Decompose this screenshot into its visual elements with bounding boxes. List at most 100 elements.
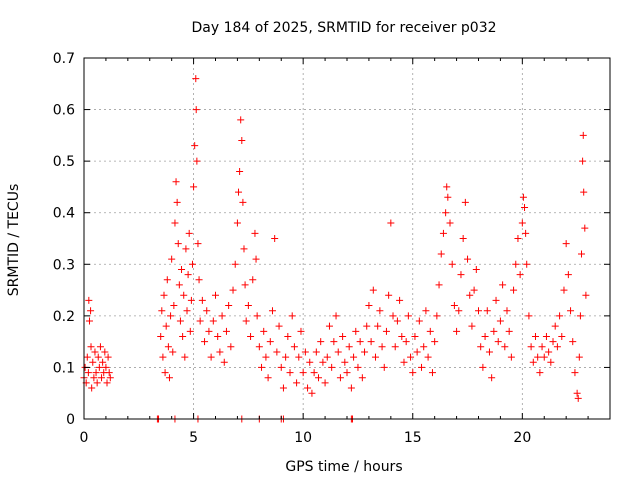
data-point [470,286,478,294]
data-point [551,322,559,330]
data-point [102,363,110,371]
data-point [426,327,434,335]
x-tick-label: 5 [189,430,198,446]
data-points [80,75,590,423]
data-point [85,317,93,325]
data-point [466,291,474,299]
data-point [330,338,338,346]
data-point [260,327,268,335]
data-point [396,296,404,304]
data-point [505,327,513,335]
data-point [431,338,439,346]
data-point [376,307,384,315]
data-point [174,240,182,248]
data-point [446,219,454,227]
data-point [172,178,180,186]
data-point [271,235,279,242]
data-point [365,302,373,310]
data-point [273,348,281,356]
data-point [453,327,461,335]
data-point [182,245,190,253]
data-point [564,271,572,279]
data-point [244,302,252,310]
data-point [85,296,93,304]
data-point [323,353,331,361]
data-point [435,281,443,289]
data-point [512,260,520,268]
data-point [521,204,529,212]
data-point [341,358,349,366]
data-point [317,338,325,346]
data-point [288,312,296,320]
data-point [268,307,276,315]
data-point [253,312,261,320]
data-point [422,307,430,315]
data-point [266,338,274,346]
data-point [158,307,166,315]
data-point [187,296,195,304]
data-point [536,369,544,377]
data-point [510,286,518,294]
data-point [545,348,553,356]
data-point [99,358,107,366]
data-point [336,374,344,382]
data-point [496,317,504,325]
data-point [328,363,336,371]
data-point [325,322,333,330]
data-point [443,183,451,191]
data-point [98,374,106,382]
data-point [293,379,301,387]
x-tick-label: 10 [294,430,312,446]
chart-title: Day 184 of 2025, SRMTID for receiver p03… [191,20,496,36]
data-point [540,353,548,361]
data-point [201,338,209,346]
data-point [464,255,472,263]
data-point [352,327,360,335]
data-point [235,188,243,196]
data-point [308,389,316,397]
data-point [398,332,406,340]
data-point [87,307,95,315]
data-point [485,348,493,356]
data-point [236,167,244,175]
data-point [239,198,247,206]
data-point [310,369,318,377]
data-point [567,307,575,315]
data-point [380,363,388,371]
data-point [483,307,491,315]
y-tick-label: 0.1 [53,360,75,376]
data-point [576,312,584,320]
data-point [553,343,561,351]
data-point [168,255,176,263]
data-point [407,353,415,361]
data-point [214,332,222,340]
data-point [188,260,196,268]
data-point [562,240,570,248]
data-point [581,224,589,232]
data-point [461,198,469,206]
data-point [190,183,198,191]
y-tick-label: 0.3 [53,257,75,273]
data-point [442,209,450,217]
y-tick-label: 0.6 [53,103,75,119]
data-point [290,343,298,351]
data-point [361,348,369,356]
data-point [477,343,485,351]
data-point [549,338,557,346]
data-point [321,379,329,387]
data-point [284,332,292,340]
data-point [558,332,566,340]
data-point [523,260,531,268]
data-point [88,384,96,392]
data-point [301,348,309,356]
data-point [105,369,113,377]
data-point [475,307,482,315]
data-point [92,369,100,377]
data-point [252,255,260,263]
data-point [222,327,230,335]
data-point [578,250,586,258]
data-point [490,327,498,335]
data-point [420,343,428,351]
data-point [194,240,202,248]
data-point [161,369,169,377]
